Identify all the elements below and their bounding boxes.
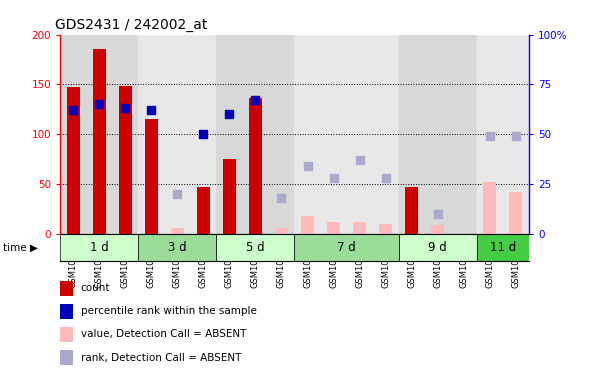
Bar [216,35,242,234]
Bar [353,222,366,234]
Point [225,111,234,118]
FancyBboxPatch shape [294,234,398,261]
FancyBboxPatch shape [138,234,216,261]
Text: rank, Detection Call = ABSENT: rank, Detection Call = ABSENT [81,353,241,362]
Point [172,191,182,197]
Bar [398,35,425,234]
Point [381,175,391,181]
Point [355,157,364,164]
Bar [294,35,320,234]
Text: count: count [81,283,110,293]
Bar [432,225,444,234]
Point [198,131,208,137]
Bar [86,35,112,234]
Point [485,133,495,139]
Bar [138,35,164,234]
Bar [483,182,496,234]
Point [433,211,442,217]
Bar [164,35,191,234]
Bar [223,159,236,234]
Bar [197,187,210,234]
FancyBboxPatch shape [60,234,138,261]
Bar [320,35,347,234]
Point [147,108,156,114]
Text: value, Detection Call = ABSENT: value, Detection Call = ABSENT [81,329,246,339]
Point [120,105,130,111]
FancyBboxPatch shape [216,234,294,261]
Bar [477,35,503,234]
Bar [269,35,294,234]
Bar [242,35,269,234]
Point [329,175,338,181]
Bar [60,35,86,234]
Bar [67,88,79,234]
Bar [451,35,477,234]
Bar [405,187,418,234]
Bar [347,35,373,234]
Text: percentile rank within the sample: percentile rank within the sample [81,306,257,316]
Bar [118,86,132,234]
Bar [425,35,451,234]
Bar [171,228,184,234]
Bar [327,222,340,234]
Text: 7 d: 7 d [337,241,356,254]
Text: 11 d: 11 d [490,241,516,254]
Bar [145,119,157,234]
Bar [503,35,529,234]
Point [251,98,260,104]
Bar [191,35,216,234]
Bar [93,48,106,234]
Bar [509,192,522,234]
FancyBboxPatch shape [398,234,477,261]
Bar [373,35,398,234]
Text: 9 d: 9 d [429,241,447,254]
Bar [275,228,288,234]
Text: 1 d: 1 d [90,241,109,254]
Bar [112,35,138,234]
Text: 5 d: 5 d [246,241,264,254]
Point [69,108,78,114]
Point [511,133,520,139]
Text: 3 d: 3 d [168,241,186,254]
Text: GDS2431 / 242002_at: GDS2431 / 242002_at [55,18,208,32]
Point [303,163,313,169]
FancyBboxPatch shape [477,234,529,261]
Point [276,195,286,201]
Bar [301,216,314,234]
Bar [249,98,262,234]
Point [94,101,104,108]
Text: time ▶: time ▶ [3,243,38,253]
Bar [379,224,392,234]
